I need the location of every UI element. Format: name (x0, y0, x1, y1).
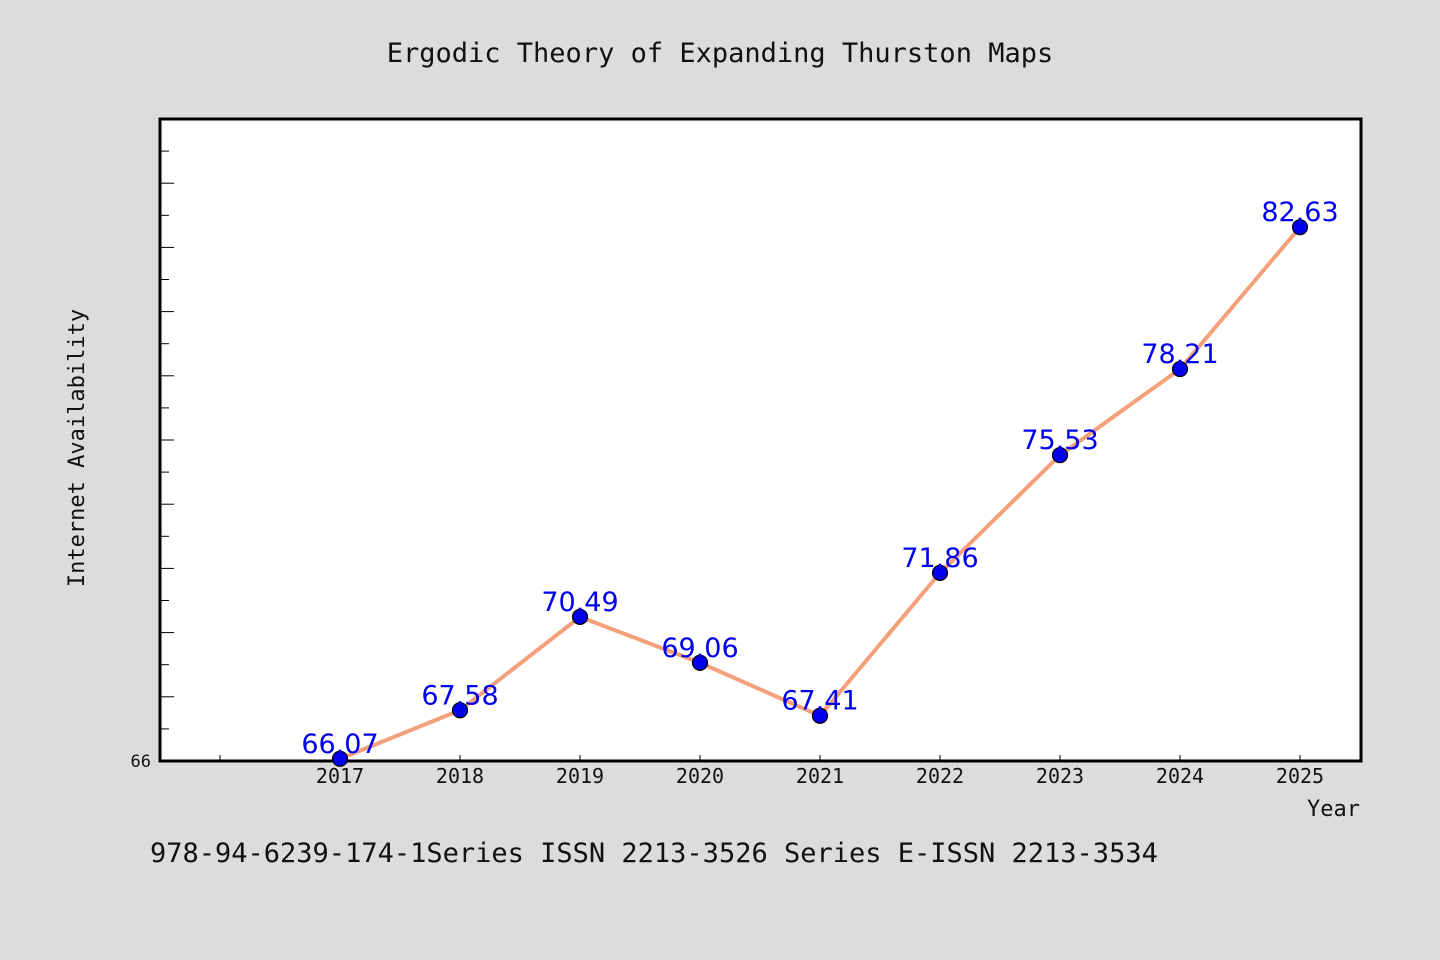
data-label: 78.21 (1141, 339, 1218, 370)
data-point (571, 608, 589, 625)
series-layer: 66.07 67.58 70.49 69.06 67.41 71.86 75.53 78.21… (301, 197, 1339, 767)
x-tick-label: 2022 (916, 764, 964, 788)
y-axis-ticks: 66 (131, 150, 174, 772)
x-tick-label: 2020 (676, 764, 724, 788)
data-point (1171, 360, 1189, 378)
y-tick-label: 66 (131, 752, 151, 772)
chart-title: Ergodic Theory of Expanding Thurston Map… (387, 38, 1053, 69)
x-tick-label: 2023 (1036, 764, 1084, 788)
data-label: 75.53 (1021, 425, 1098, 456)
data-point (451, 702, 469, 719)
x-axis-label: Year (1307, 797, 1360, 822)
x-tick-label: 2024 (1156, 764, 1204, 788)
data-label: 66.07 (301, 729, 378, 760)
y-axis-label: Internet Availability (65, 309, 90, 587)
data-point (331, 750, 349, 767)
x-tick-label: 2019 (556, 764, 604, 788)
data-point (811, 707, 829, 724)
footer-text: 978-94-6239-174-1Series ISSN 2213-3526 S… (150, 838, 1158, 869)
data-label: 67.41 (781, 686, 858, 717)
data-label: 82.63 (1261, 197, 1338, 228)
x-tick-label: 2017 (316, 764, 364, 788)
plot-area (158, 117, 1363, 763)
data-point (691, 654, 709, 671)
x-tick-label: 2018 (436, 764, 484, 788)
x-tick-label: 2021 (796, 764, 844, 788)
data-point (1051, 446, 1069, 464)
x-tick-label: 2025 (1276, 764, 1324, 788)
data-label: 70.49 (541, 587, 618, 618)
data-point (1291, 219, 1309, 236)
data-label: 69.06 (661, 633, 738, 664)
data-label: 71.86 (901, 543, 978, 574)
data-point (931, 564, 949, 581)
data-label: 67.58 (421, 680, 498, 711)
